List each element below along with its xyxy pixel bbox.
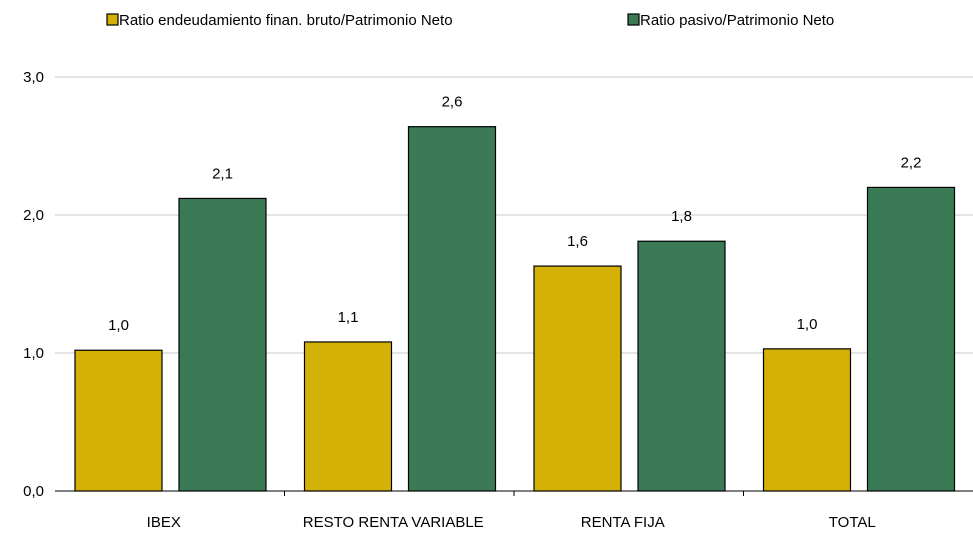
bar-series-2 [407,126,497,492]
data-label: 2,2 [901,154,922,171]
category-label: RENTA FIJA [581,514,665,531]
data-label: 1,0 [797,316,818,333]
data-label: 1,1 [338,309,359,326]
bars: 1,0 2,1 1,1 2,6 1,6 1,8 1,0 2,2 [74,94,956,492]
y-axis: 0,0 1,0 2,0 3,0 [23,69,44,500]
y-tick-label: 3,0 [23,69,44,86]
bar-series-1 [74,349,163,492]
y-tick-label: 1,0 [23,345,44,362]
category-label: RESTO RENTA VARIABLE [303,514,484,531]
legend-swatch [106,13,119,26]
data-label: 2,1 [212,165,233,182]
data-label: 1,0 [108,317,129,334]
legend-label: Ratio endeudamiento finan. bruto/Patrimo… [119,12,453,29]
bar-series-1 [533,265,622,492]
bar-series-1 [762,348,852,492]
data-label: 2,6 [442,94,463,111]
legend-label: Ratio pasivo/Patrimonio Neto [640,12,834,29]
bar-series-1 [303,341,393,492]
data-label: 1,8 [671,208,692,225]
legend: Ratio endeudamiento finan. bruto/Patrimo… [106,12,834,29]
y-tick-label: 0,0 [23,483,44,500]
bar-series-2 [178,197,267,492]
bar-series-2 [637,240,726,492]
legend-swatch [627,13,640,26]
data-label: 1,6 [567,233,588,250]
x-axis: IBEX RESTO RENTA VARIABLE RENTA FIJA TOTAL [55,490,973,531]
category-label: TOTAL [829,514,876,531]
category-label: IBEX [147,514,181,531]
y-tick-label: 2,0 [23,207,44,224]
bar-series-2 [866,186,956,492]
